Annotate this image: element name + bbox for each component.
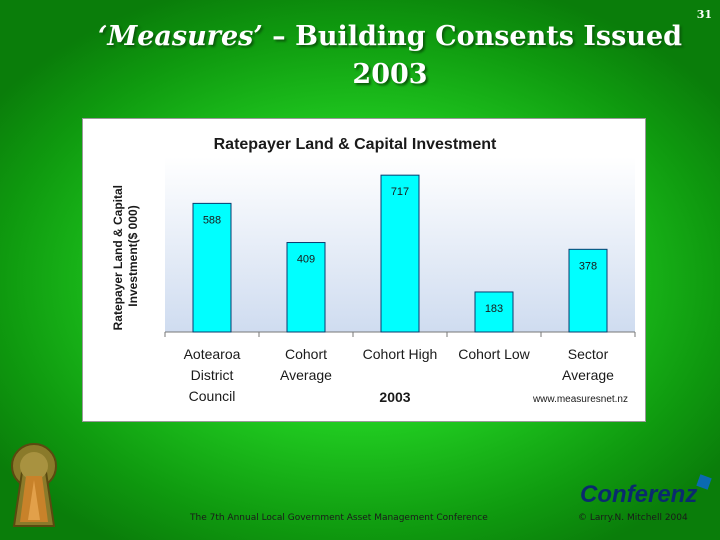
x-tick-label-line: Cohort Low [458,346,530,362]
bar-value-label: 183 [485,303,503,315]
bar [474,291,514,333]
x-tick-label-line: Sector [568,346,609,362]
x-tick-label-line: Average [280,367,332,383]
slide-number: 31 [696,8,712,21]
bar-value-label: 717 [391,186,409,198]
chart-title: Ratepayer Land & Capital Investment [214,136,497,153]
x-tick-label-line: Council [189,388,236,404]
x-axis-label: 2003 [379,389,410,405]
bar [286,242,326,333]
conferenz-logo: Conferenz [580,474,712,508]
title-building-consents: Building Consents Issued [295,21,683,52]
conferenz-logo-mark [696,474,712,490]
x-tick-label-line: District [191,367,234,383]
conferenz-logo-text: Conferenz [580,481,697,508]
bar-value-label: 378 [579,260,597,272]
bar-value-label: 409 [297,254,315,266]
x-tick-label-line: Cohort High [363,346,438,362]
chart-container: Ratepayer Land & Capital Investment Rate… [82,118,646,422]
x-tick-label: Sector Average [562,346,614,383]
bar [192,202,232,333]
footer-copyright: © Larry.N. Mitchell 2004 [578,513,688,523]
slide-title: ‘Measures’ – Building Consents Issued 20… [70,18,710,94]
title-measures: ‘Measures’ [97,21,263,52]
y-axis-label-line2: Investment($ 000) [126,205,140,306]
x-tick-label-line: Average [562,367,614,383]
bar [380,174,420,333]
source-note: www.measuresnet.nz [532,394,628,405]
footer-conference: The 7th Annual Local Government Asset Ma… [190,513,488,523]
bar-value-label: 588 [203,214,221,226]
y-axis-label-line1: Ratepayer Land & Capital [111,185,125,330]
x-tick-label-line: Cohort [285,346,327,362]
y-axis-label: Ratepayer Land & Capital Investment($ 00… [111,182,140,331]
bar-chart: Ratepayer Land & Capital Investment Rate… [111,136,636,405]
x-tick-label: Cohort Average [280,346,332,383]
bar [568,248,608,333]
title-dash: – [272,21,286,52]
x-tick-label-line: Aotearoa [184,346,241,362]
x-tick-label: Aotearoa District Council [184,346,241,404]
keyhole-logo-icon [11,443,57,527]
title-year: 2003 [352,59,428,90]
x-tick-label: Cohort Low [458,346,530,362]
x-tick-label: Cohort High [363,346,438,362]
bars-group: 588 409 717 183 378 [164,174,636,337]
